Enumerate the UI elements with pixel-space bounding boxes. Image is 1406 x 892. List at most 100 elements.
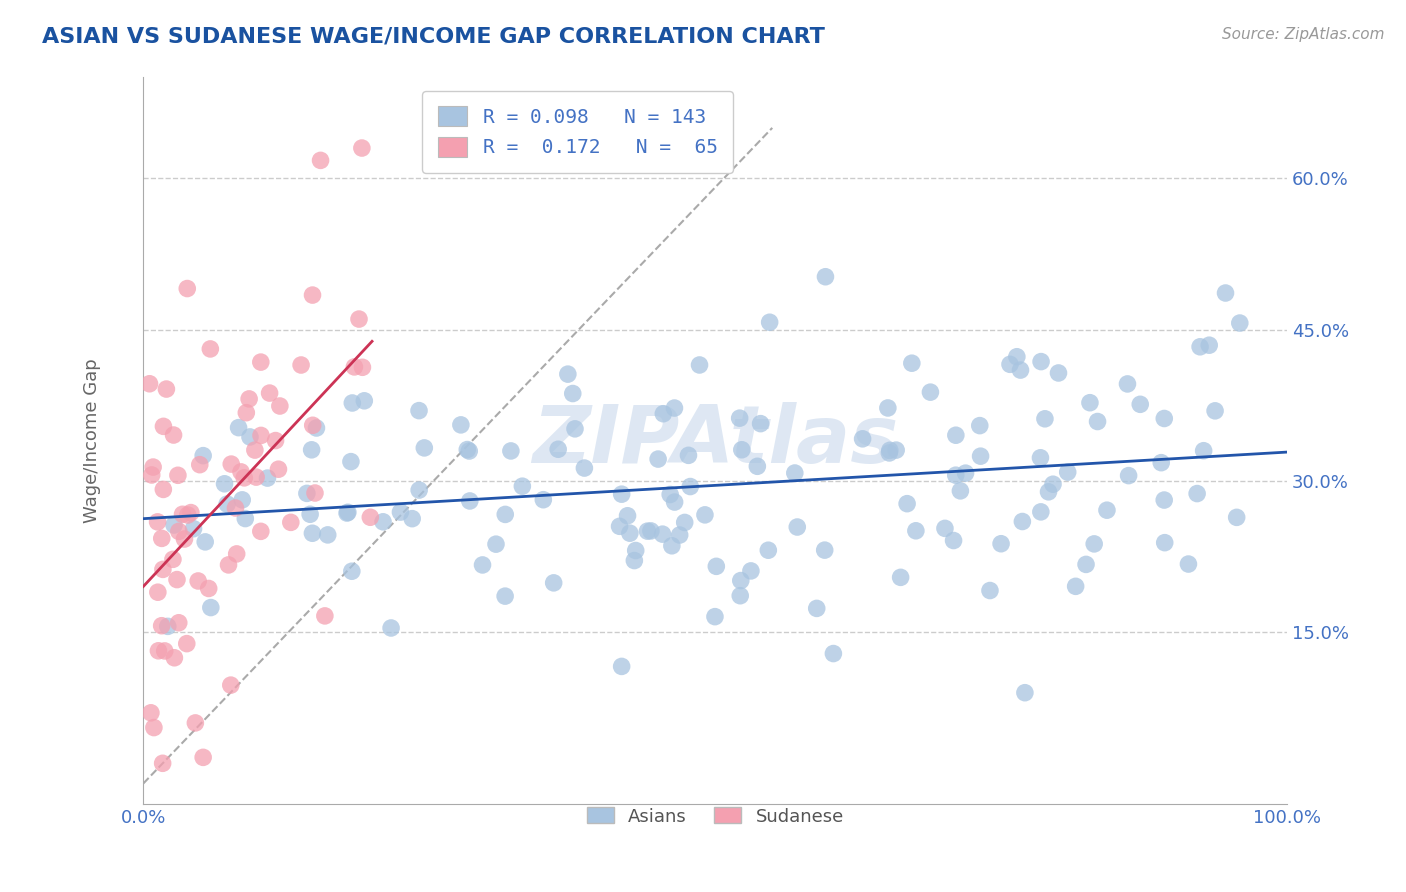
Point (146, 585, 169, 599)
Point (148, 644, 170, 658)
Point (945, 428, 967, 442)
Point (740, 564, 762, 578)
Point (228, 420, 250, 434)
Point (1153, 411, 1175, 425)
Point (619, 526, 641, 541)
Point (731, 442, 754, 457)
Text: ZIPAtlas: ZIPAtlas (531, 401, 898, 480)
Point (512, 479, 534, 493)
Point (352, 360, 374, 375)
Point (945, 468, 967, 483)
Point (704, 609, 727, 624)
Point (659, 487, 682, 501)
Point (1226, 510, 1249, 524)
Point (389, 505, 412, 519)
Point (150, 618, 173, 632)
Point (1153, 493, 1175, 508)
Point (1033, 412, 1056, 426)
Point (543, 575, 565, 590)
Point (616, 508, 638, 523)
Point (823, 647, 845, 661)
Point (1185, 486, 1208, 500)
Point (380, 621, 402, 635)
Point (267, 462, 290, 476)
Point (1177, 557, 1199, 571)
Point (194, 534, 217, 549)
Point (693, 508, 716, 522)
Point (245, 470, 267, 484)
Point (749, 417, 772, 431)
Point (1087, 415, 1109, 429)
Point (301, 288, 323, 302)
Point (408, 483, 430, 497)
Point (904, 524, 927, 538)
Point (969, 449, 991, 463)
Point (359, 510, 381, 524)
Point (353, 393, 375, 408)
Point (623, 553, 645, 567)
Point (531, 492, 554, 507)
Point (340, 455, 363, 469)
Point (673, 516, 696, 530)
Point (231, 492, 253, 507)
Point (371, 515, 394, 529)
Point (547, 442, 569, 457)
Point (494, 589, 516, 603)
Point (141, 467, 163, 482)
Point (652, 407, 675, 421)
Point (747, 459, 769, 474)
Point (188, 458, 211, 472)
Point (574, 461, 596, 475)
Point (336, 506, 359, 520)
Point (233, 471, 256, 485)
Point (564, 422, 586, 436)
Point (336, 505, 359, 519)
Point (890, 570, 912, 584)
Point (1229, 316, 1251, 330)
Point (704, 559, 727, 574)
Point (162, 552, 184, 566)
Point (806, 601, 828, 615)
Point (156, 619, 179, 633)
Point (150, 532, 173, 546)
Point (301, 418, 323, 433)
Point (299, 508, 322, 522)
Point (219, 678, 242, 692)
Point (1192, 443, 1215, 458)
Point (218, 558, 240, 572)
Point (610, 659, 633, 673)
Point (1118, 468, 1140, 483)
Point (1204, 404, 1226, 418)
Point (256, 471, 278, 485)
Point (879, 443, 901, 458)
Point (949, 483, 972, 498)
Point (1153, 535, 1175, 549)
Text: Source: ZipAtlas.com: Source: ZipAtlas.com (1222, 27, 1385, 42)
Point (1029, 450, 1052, 465)
Point (217, 497, 239, 511)
Point (1042, 477, 1064, 491)
Point (309, 153, 332, 168)
Point (969, 418, 991, 433)
Point (264, 434, 287, 448)
Point (920, 385, 942, 400)
Point (450, 417, 472, 432)
Point (316, 528, 339, 542)
Point (163, 650, 186, 665)
Point (305, 421, 328, 435)
Point (485, 537, 508, 551)
Point (786, 520, 808, 534)
Legend: Asians, Sudanese: Asians, Sudanese (578, 798, 852, 835)
Point (814, 269, 837, 284)
Point (347, 312, 370, 326)
Point (250, 355, 273, 369)
Point (1129, 397, 1152, 411)
Point (301, 526, 323, 541)
Point (214, 476, 236, 491)
Point (155, 382, 177, 396)
Point (1198, 338, 1220, 352)
Point (1029, 505, 1052, 519)
Point (219, 457, 242, 471)
Point (295, 486, 318, 500)
Point (1189, 340, 1212, 354)
